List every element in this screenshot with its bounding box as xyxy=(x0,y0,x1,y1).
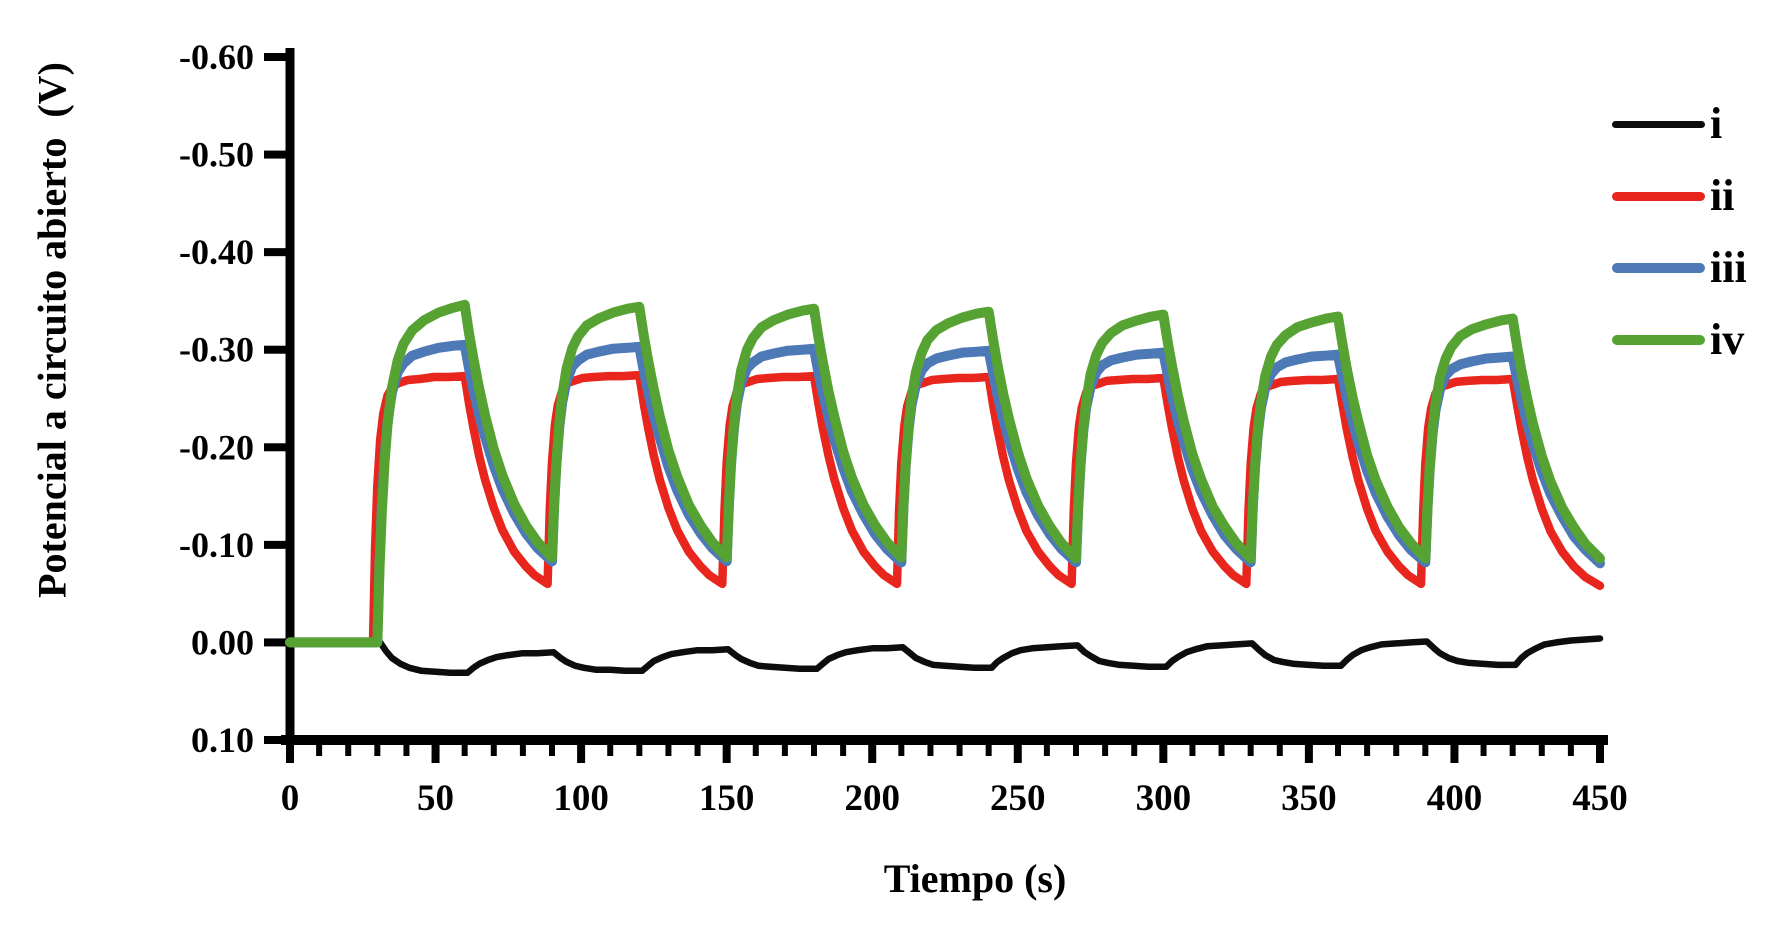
legend-item-i: i xyxy=(1612,88,1747,160)
y-tick-label: -0.20 xyxy=(179,427,254,467)
x-minor-tick xyxy=(490,745,497,756)
x-minor-tick xyxy=(898,745,905,756)
legend-line-swatch-ii xyxy=(1612,191,1705,201)
legend-item-ii: ii xyxy=(1612,160,1747,232)
x-tick-label: 0 xyxy=(281,778,300,819)
y-tick xyxy=(264,150,290,159)
x-minor-tick xyxy=(607,745,614,756)
x-major-tick xyxy=(1450,745,1459,763)
x-minor-tick xyxy=(840,745,847,756)
x-tick-label: 350 xyxy=(1281,778,1337,819)
legend-label-ii: ii xyxy=(1710,171,1735,220)
x-major-tick xyxy=(722,745,731,763)
y-tick xyxy=(264,443,290,452)
legend-label-iii: iii xyxy=(1710,243,1747,292)
x-tick-label: 400 xyxy=(1427,778,1483,819)
y-tick-label: 0.10 xyxy=(191,720,254,760)
x-tick-label: 50 xyxy=(417,778,454,819)
x-major-tick xyxy=(286,745,294,763)
x-minor-tick xyxy=(316,745,323,756)
x-minor-tick xyxy=(374,745,381,756)
x-major-tick xyxy=(868,745,877,763)
x-minor-tick xyxy=(1364,745,1371,756)
x-minor-tick xyxy=(1393,745,1400,756)
x-minor-tick xyxy=(1102,745,1109,756)
x-major-tick xyxy=(1013,745,1022,763)
y-tick-label: -0.30 xyxy=(179,330,254,370)
x-minor-tick xyxy=(665,745,672,756)
x-minor-tick xyxy=(1043,745,1050,756)
x-minor-tick xyxy=(461,745,468,756)
x-minor-tick xyxy=(403,745,410,756)
x-minor-tick xyxy=(345,745,352,756)
x-minor-tick xyxy=(1218,745,1225,756)
x-axis-title: Tiempo (s) xyxy=(883,856,1067,901)
x-tick-label: 100 xyxy=(553,778,609,819)
y-tick xyxy=(264,53,290,61)
x-minor-tick xyxy=(752,745,759,756)
x-minor-tick xyxy=(811,745,817,756)
legend-label-iv: iv xyxy=(1710,315,1745,364)
x-minor-tick xyxy=(985,745,992,756)
x-axis-spine xyxy=(281,735,1608,745)
x-major-tick xyxy=(577,745,586,763)
x-tick-label: 200 xyxy=(844,778,900,819)
x-minor-tick xyxy=(1538,745,1545,756)
legend-item-iv: iv xyxy=(1612,304,1747,376)
y-tick-label: -0.60 xyxy=(179,37,254,77)
x-minor-tick xyxy=(1073,745,1079,756)
x-minor-tick xyxy=(694,745,701,756)
x-minor-tick xyxy=(1276,745,1283,756)
y-tick-label: -0.50 xyxy=(179,135,254,175)
x-minor-tick xyxy=(636,745,643,756)
legend: i ii iii iv xyxy=(1612,88,1747,376)
x-minor-tick xyxy=(781,745,788,756)
x-minor-tick xyxy=(956,745,963,756)
x-tick-label: 300 xyxy=(1136,778,1192,819)
x-minor-tick xyxy=(1335,745,1341,756)
y-tick xyxy=(264,736,290,744)
series-line-iv xyxy=(285,299,1605,648)
y-tick xyxy=(264,345,290,354)
x-minor-tick xyxy=(549,745,555,756)
x-major-tick xyxy=(1304,745,1313,763)
x-minor-tick xyxy=(1567,745,1574,756)
legend-line-swatch-iii xyxy=(1612,263,1705,273)
legend-line-swatch-iv xyxy=(1612,335,1705,345)
x-minor-tick xyxy=(1247,745,1254,756)
x-minor-tick xyxy=(1131,745,1138,756)
x-major-tick xyxy=(1596,745,1604,763)
x-minor-tick xyxy=(927,745,934,756)
x-tick-label: 150 xyxy=(699,778,755,819)
y-tick xyxy=(264,638,290,647)
y-axis-spine xyxy=(285,48,295,745)
x-tick-label: 250 xyxy=(990,778,1046,819)
legend-label-i: i xyxy=(1710,99,1723,148)
y-tick xyxy=(264,540,290,549)
x-minor-tick xyxy=(1480,745,1487,756)
y-axis-title: Potencial a circuito abierto (V) xyxy=(29,62,75,598)
x-minor-tick xyxy=(1422,745,1429,756)
y-tick-label: -0.10 xyxy=(179,525,254,565)
y-tick-label: -0.40 xyxy=(179,232,254,272)
series-line-i xyxy=(286,635,1604,676)
legend-line-swatch-i xyxy=(1612,120,1705,128)
x-minor-tick xyxy=(1509,745,1516,756)
x-major-tick xyxy=(1159,745,1168,763)
x-tick-label: 450 xyxy=(1572,778,1628,819)
y-tick-label: 0.00 xyxy=(191,622,254,662)
x-minor-tick xyxy=(1189,745,1196,756)
x-minor-tick xyxy=(519,745,526,756)
x-major-tick xyxy=(431,745,440,763)
legend-item-iii: iii xyxy=(1612,232,1747,304)
y-tick xyxy=(264,248,290,257)
